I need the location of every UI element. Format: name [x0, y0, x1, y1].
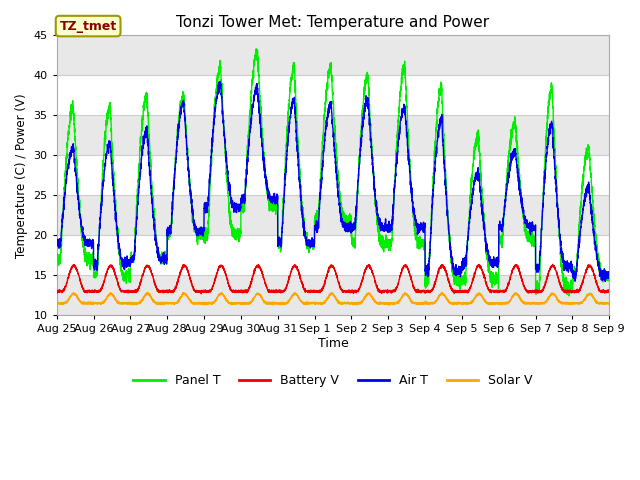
- Legend: Panel T, Battery V, Air T, Solar V: Panel T, Battery V, Air T, Solar V: [129, 369, 538, 392]
- Bar: [57, 195, 609, 235]
- Bar: [57, 276, 609, 315]
- Title: Tonzi Tower Met: Temperature and Power: Tonzi Tower Met: Temperature and Power: [177, 15, 490, 30]
- Bar: [57, 75, 609, 115]
- X-axis label: Time: Time: [317, 337, 348, 350]
- Bar: [57, 115, 609, 156]
- Bar: [57, 235, 609, 276]
- Bar: [57, 36, 609, 75]
- Y-axis label: Temperature (C) / Power (V): Temperature (C) / Power (V): [15, 93, 28, 258]
- Text: TZ_tmet: TZ_tmet: [60, 20, 116, 33]
- Bar: [57, 156, 609, 195]
